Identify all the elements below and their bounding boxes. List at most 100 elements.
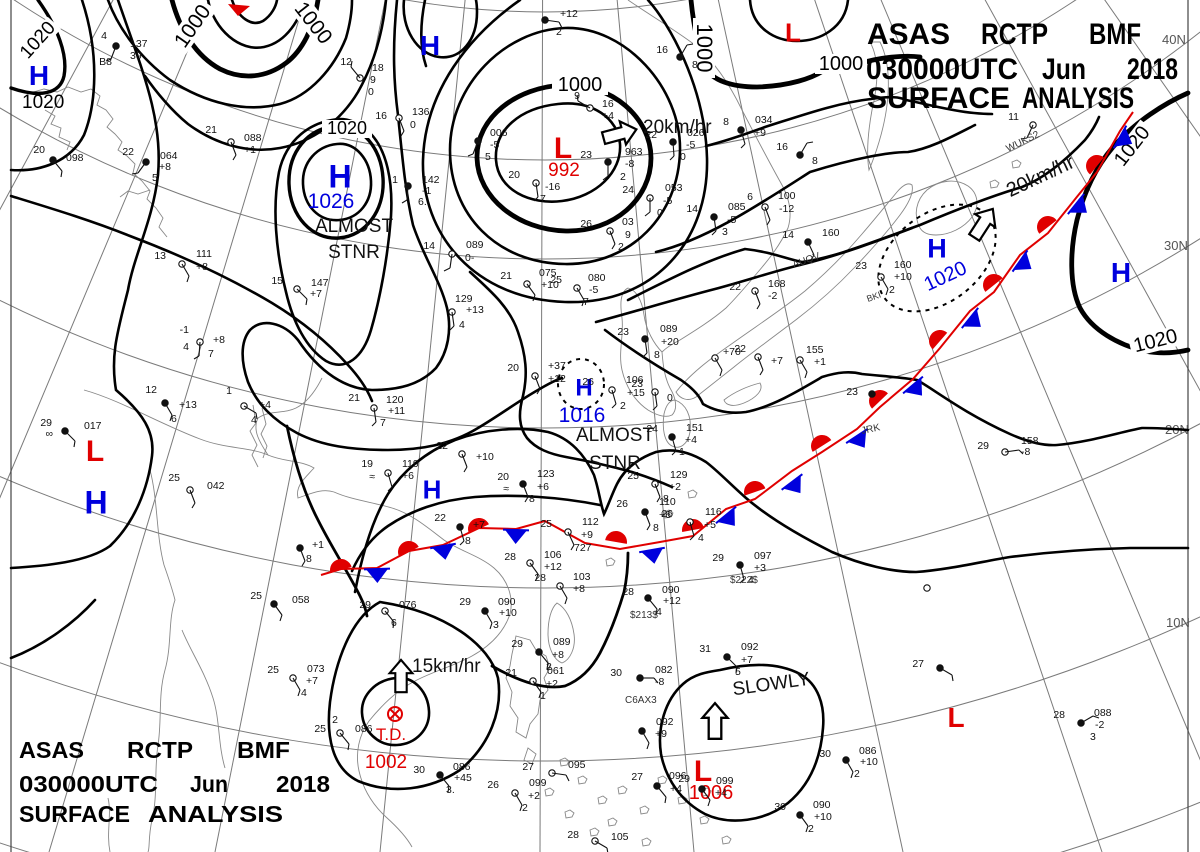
svg-text:0-: 0- [465, 252, 475, 264]
svg-text:25: 25 [550, 274, 562, 286]
svg-text:+4: +4 [715, 787, 727, 799]
svg-text:20: 20 [33, 144, 45, 156]
svg-text:+9: +9 [754, 127, 766, 139]
svg-text:+8: +8 [213, 334, 225, 346]
svg-text:9: 9 [574, 90, 580, 102]
svg-text:129: 129 [455, 293, 473, 305]
svg-text:20: 20 [508, 169, 520, 181]
svg-text:20: 20 [497, 471, 509, 483]
svg-text:7: 7 [540, 193, 546, 205]
svg-text:22: 22 [734, 343, 746, 355]
svg-text:+15: +15 [627, 387, 645, 399]
svg-text:+1: +1 [312, 539, 324, 551]
svg-text:-1: -1 [422, 185, 431, 197]
svg-text:H: H [1111, 257, 1131, 288]
svg-text:1020: 1020 [327, 118, 367, 138]
svg-text:03: 03 [622, 216, 634, 228]
svg-text:+1: +1 [814, 356, 826, 368]
svg-text:+2: +2 [546, 678, 558, 690]
svg-text:30: 30 [413, 764, 425, 776]
svg-text:19: 19 [361, 458, 373, 470]
svg-text:BKI: BKI [865, 290, 882, 304]
svg-text:ASAS: ASAS [867, 18, 950, 51]
svg-text:H: H [927, 234, 947, 264]
svg-text:29: 29 [359, 599, 371, 611]
svg-text:+6: +6 [402, 470, 414, 482]
svg-text:28: 28 [1053, 709, 1065, 721]
svg-text:116: 116 [705, 506, 722, 518]
svg-text:030000UTC: 030000UTC [19, 771, 158, 797]
svg-text:22: 22 [434, 512, 446, 524]
svg-text:111: 111 [196, 248, 212, 260]
svg-text:+7: +7 [771, 355, 783, 367]
svg-text:21: 21 [500, 270, 512, 282]
svg-text:1000: 1000 [819, 53, 864, 75]
svg-text:21: 21 [205, 124, 217, 136]
svg-text:4: 4 [698, 532, 704, 544]
svg-text:25: 25 [267, 664, 279, 676]
svg-text:27: 27 [912, 658, 924, 670]
svg-text:H: H [328, 159, 351, 195]
svg-text:-5: -5 [663, 195, 672, 207]
svg-text:28: 28 [567, 829, 579, 841]
svg-text:+45: +45 [454, 772, 472, 784]
svg-text:23: 23 [855, 260, 867, 272]
svg-text:10N: 10N [1166, 615, 1190, 630]
svg-text:4: 4 [656, 606, 662, 618]
svg-text:8: 8 [723, 116, 729, 128]
svg-text:086: 086 [453, 761, 471, 773]
svg-text:20km/hr: 20km/hr [643, 117, 712, 138]
svg-text:Jun: Jun [190, 771, 228, 797]
svg-text:137: 137 [130, 38, 148, 50]
svg-text:C6AX3: C6AX3 [625, 695, 657, 706]
svg-text:+8: +8 [159, 161, 171, 173]
svg-text:100: 100 [778, 190, 796, 202]
svg-text:14: 14 [686, 203, 698, 215]
svg-text:8: 8 [306, 553, 312, 565]
svg-text:30N: 30N [1164, 238, 1188, 253]
svg-text:2: 2 [618, 241, 624, 253]
svg-text:16: 16 [602, 98, 614, 110]
svg-text:31: 31 [699, 643, 711, 655]
svg-text:12: 12 [145, 384, 157, 396]
svg-text:+8: +8 [196, 261, 208, 273]
svg-text:075: 075 [539, 267, 557, 279]
svg-text:7: 7 [208, 348, 214, 360]
svg-text:22: 22 [122, 146, 134, 158]
svg-text:SURFACE: SURFACE [867, 82, 1010, 115]
svg-text:3: 3 [493, 619, 499, 631]
svg-text:-8: -8 [625, 158, 634, 170]
svg-text:20: 20 [507, 362, 519, 374]
svg-text:086: 086 [859, 745, 877, 757]
svg-text:22: 22 [729, 281, 741, 293]
svg-text:SURFACE: SURFACE [19, 801, 130, 827]
svg-text:26: 26 [616, 498, 628, 510]
svg-text:4: 4 [183, 341, 189, 353]
svg-text:092: 092 [656, 716, 674, 728]
svg-text:088: 088 [244, 132, 262, 144]
svg-text:2: 2 [620, 171, 626, 183]
svg-text:1: 1 [392, 174, 398, 186]
svg-text:090: 090 [498, 596, 516, 608]
svg-text:BMF: BMF [237, 737, 290, 763]
svg-text:-5: -5 [727, 214, 736, 226]
svg-text:21: 21 [505, 667, 517, 679]
svg-text:+4: +4 [602, 110, 614, 122]
svg-text:090: 090 [813, 799, 831, 811]
svg-text:+7: +7 [741, 654, 753, 666]
svg-text:136: 136 [412, 106, 430, 118]
svg-text:5: 5 [152, 172, 158, 184]
svg-text:006: 006 [490, 127, 508, 139]
svg-text:L: L [694, 755, 712, 788]
svg-text:H: H [84, 485, 107, 521]
svg-text:21: 21 [348, 392, 360, 404]
svg-text:11: 11 [1008, 111, 1019, 123]
svg-text:JRK: JRK [860, 422, 881, 437]
svg-text:4: 4 [459, 319, 465, 331]
svg-text:+5: +5 [704, 519, 716, 531]
svg-text:ASAS: ASAS [19, 737, 84, 763]
svg-text:BMF: BMF [1089, 18, 1141, 51]
svg-text:29: 29 [40, 417, 52, 429]
svg-text:992: 992 [548, 160, 580, 181]
svg-text:8: 8 [692, 59, 698, 71]
